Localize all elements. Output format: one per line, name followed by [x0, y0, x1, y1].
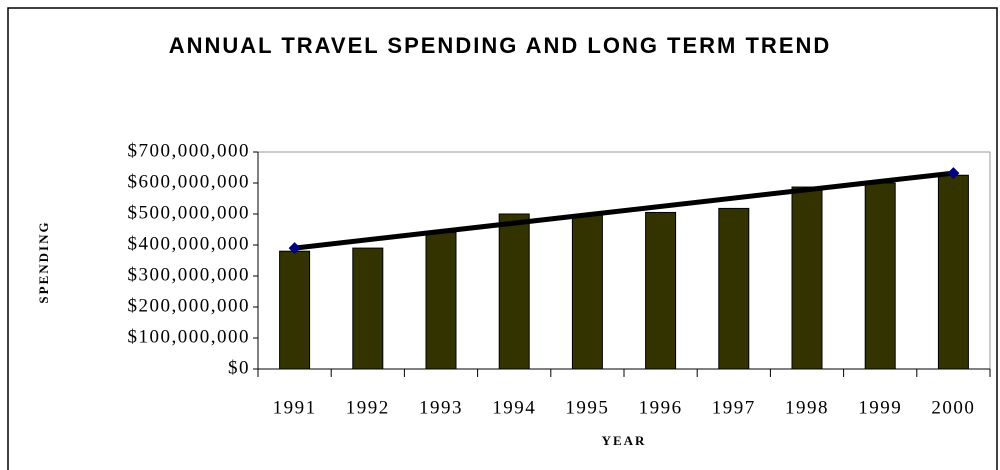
- y-tick-label: $100,000,000: [128, 326, 251, 347]
- chart-border: [7, 7, 998, 470]
- bar: [498, 213, 530, 370]
- bar: [645, 211, 677, 370]
- y-tick-label: $600,000,000: [128, 171, 251, 192]
- y-tick-label: $200,000,000: [128, 295, 251, 316]
- x-tick-label: 1997: [712, 397, 756, 418]
- x-tick-label: 1995: [565, 397, 609, 418]
- chart-title: ANNUAL TRAVEL SPENDING AND LONG TERM TRE…: [168, 33, 832, 58]
- bar: [279, 250, 311, 370]
- trend-marker: [947, 167, 960, 180]
- y-axis-title: SPENDING: [36, 220, 51, 303]
- x-tick-label: 1998: [785, 397, 829, 418]
- bar: [791, 186, 823, 370]
- bar: [425, 232, 457, 370]
- bar: [937, 174, 969, 370]
- bar: [352, 247, 384, 370]
- x-tick-label: 1992: [346, 397, 390, 418]
- bar: [864, 182, 896, 370]
- x-tick-label: 1996: [639, 397, 683, 418]
- bar: [718, 207, 750, 370]
- y-tick-label: $0: [228, 357, 250, 378]
- trend-line: [294, 170, 954, 251]
- y-tick-label: $400,000,000: [128, 233, 251, 254]
- y-tick-label: $300,000,000: [128, 264, 251, 285]
- x-axis-title: YEAR: [602, 433, 647, 448]
- bar: [571, 214, 603, 370]
- trend-marker: [288, 242, 301, 255]
- x-tick-label: 1999: [858, 397, 902, 418]
- y-tick-label: $500,000,000: [128, 202, 251, 223]
- x-tick-label: 2000: [931, 397, 975, 418]
- x-tick-label: 1991: [273, 397, 317, 418]
- x-tick-label: 1994: [492, 397, 536, 418]
- x-tick-label: 1993: [419, 397, 463, 418]
- y-tick-label: $700,000,000: [128, 140, 251, 161]
